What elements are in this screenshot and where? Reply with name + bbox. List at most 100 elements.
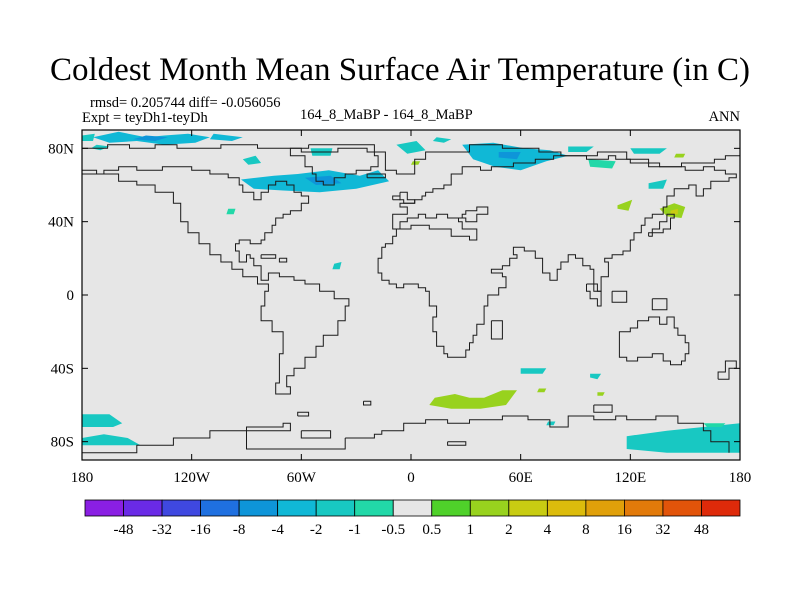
- coastline-13: [611, 290, 628, 303]
- anomaly-region-10: [432, 137, 452, 143]
- colorbar-swatch-10: [469, 499, 510, 517]
- rmsd-diff-text: rmsd= 0.205744 diff= -0.056056: [90, 95, 281, 111]
- colorbar-swatch-16: [701, 499, 741, 517]
- x-tick-label-2: 60W: [287, 470, 317, 486]
- colorbar-label-10: 2: [505, 522, 513, 538]
- anomaly-region-24: [429, 390, 517, 409]
- anomaly-region-9: [396, 141, 426, 154]
- colorbar-label-11: 4: [544, 522, 552, 538]
- colorbar-label-5: -2: [310, 522, 323, 538]
- colorbar-label-12: 8: [582, 522, 590, 538]
- anomaly-region-30: [82, 414, 123, 427]
- x-tick-label-3: 0: [407, 470, 415, 486]
- colorbar-swatch-6: [315, 499, 356, 517]
- coastline-7: [366, 173, 386, 179]
- colorbar-swatch-9: [431, 499, 471, 517]
- coastline-17: [297, 411, 310, 417]
- colorbar-label-1: -32: [152, 522, 172, 538]
- colorbar-swatch-0: [84, 499, 124, 517]
- chart-title: Coldest Month Mean Surface Air Temperatu…: [50, 52, 750, 88]
- coastline-10: [490, 320, 503, 340]
- colorbar-swatch-12: [546, 499, 587, 517]
- anomaly-region-17: [332, 262, 342, 270]
- anomaly-region-6: [305, 175, 342, 185]
- y-tick-label-1: 40N: [48, 215, 74, 231]
- coastline-22: [82, 430, 247, 454]
- x-tick-label-4: 60E: [509, 470, 533, 486]
- anomaly-regions: [82, 131, 740, 453]
- anomaly-region-12: [498, 152, 521, 160]
- y-tick-label-2: 0: [67, 288, 75, 304]
- colorbar-swatch-15: [662, 499, 702, 517]
- coastline-1: [82, 166, 350, 395]
- colorbar-swatch-8: [392, 499, 433, 517]
- season-label: ANN: [708, 109, 740, 125]
- anomaly-region-18: [226, 208, 236, 215]
- anomaly-region-1: [133, 135, 168, 141]
- anomaly-region-15: [648, 179, 667, 189]
- colorbar-swatch-7: [354, 499, 394, 517]
- coastline-14: [651, 298, 668, 311]
- colorbar-swatch-14: [624, 499, 664, 517]
- x-tick-label-5: 120E: [614, 470, 646, 486]
- axes: 180 120W 60W 0 60E 120E 180 80N 40N 0 40S 80S: [48, 130, 751, 486]
- y-tick-label-4: 80S: [51, 435, 74, 451]
- colorbar-swatch-4: [238, 499, 279, 517]
- colorbar-label-4: -4: [271, 522, 284, 538]
- anomaly-region-29: [590, 373, 602, 380]
- anomaly-region-21: [617, 199, 633, 211]
- colorbar-label-2: -16: [191, 522, 211, 538]
- anomaly-region-16: [588, 159, 616, 169]
- coastline-9: [278, 257, 288, 263]
- anomaly-region-28: [520, 368, 547, 374]
- anomaly-region-23: [670, 208, 678, 215]
- coastline-8: [260, 254, 277, 259]
- anomaly-region-27: [546, 421, 556, 426]
- anomaly-region-2: [209, 133, 243, 141]
- coastlines: [82, 144, 740, 454]
- coastline-2: [289, 144, 379, 186]
- anomaly-region-3: [82, 133, 95, 141]
- coastline-25: [593, 404, 613, 413]
- x-tick-label-6: 180: [729, 470, 752, 486]
- anomaly-region-14: [630, 148, 667, 154]
- colorbar-label-3: -8: [233, 522, 246, 538]
- anomaly-region-32: [626, 423, 740, 453]
- colorbar-label-8: 0.5: [422, 522, 441, 538]
- y-tick-label-3: 40S: [51, 361, 74, 377]
- anomaly-region-26: [597, 392, 605, 396]
- coastline-0: [82, 144, 740, 175]
- anomaly-region-31: [82, 434, 141, 446]
- colorbar-swatch-5: [277, 499, 317, 517]
- case-subtitle: 164_8_MaBP - 164_8_MaBP: [300, 107, 473, 123]
- colorbar-label-13: 16: [617, 522, 633, 538]
- colorbar-label-7: -0.5: [381, 522, 405, 538]
- anomaly-region-25: [537, 388, 547, 393]
- anomaly-region-7: [242, 155, 262, 165]
- coastline-20: [246, 422, 291, 432]
- coastline-18: [363, 400, 372, 406]
- coastline-19: [300, 430, 332, 439]
- colorbar-label-15: 48: [694, 522, 709, 538]
- coastline-21: [345, 415, 730, 453]
- colorbar-swatch-2: [161, 499, 201, 517]
- plot-background: [82, 130, 740, 460]
- coastline-6: [392, 195, 401, 201]
- colorbar-label-14: 32: [655, 522, 670, 538]
- experiment-text: Expt = teyDh1-teyDh: [82, 110, 208, 126]
- colorbar-swatch-11: [508, 499, 548, 517]
- colorbar: -48 -32 -16 -8 -4 -2 -1 -0.5 0.5 1 2 4 8 16 32 48: [84, 499, 741, 538]
- coastline-24: [447, 441, 467, 446]
- anomaly-region-20: [674, 153, 686, 158]
- colorbar-swatch-3: [200, 499, 240, 517]
- coastline-4: [399, 206, 489, 241]
- y-tick-label-0: 80N: [48, 141, 74, 157]
- coastline-15: [618, 316, 690, 366]
- anomaly-region-4: [91, 144, 110, 151]
- coastline-11: [648, 213, 675, 237]
- anomaly-region-33: [703, 423, 726, 427]
- coastline-23: [246, 430, 346, 450]
- colorbar-swatch-1: [123, 499, 163, 517]
- anomaly-region-19: [411, 161, 421, 165]
